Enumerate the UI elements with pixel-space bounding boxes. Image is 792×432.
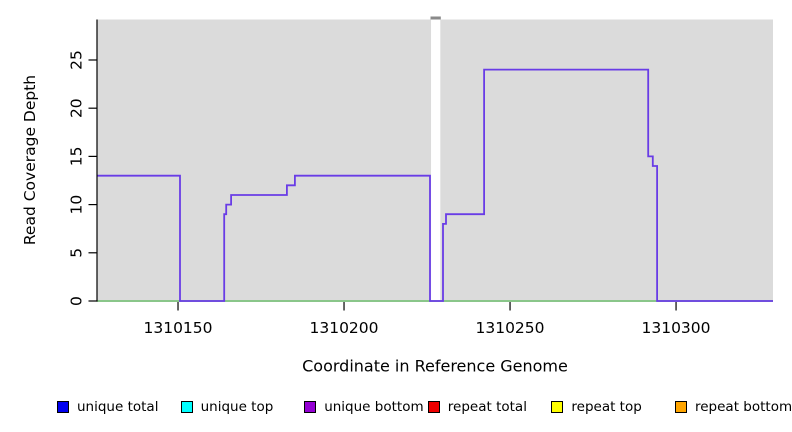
x-tick-label: 1310200 [309,319,378,337]
y-tick-label: 10 [68,195,86,215]
legend-swatch-icon [180,401,193,413]
coverage-step-line [97,68,773,302]
legend-item: repeat bottom [675,400,792,414]
legend-label: unique bottom [324,399,424,415]
y-tick-label: 0 [68,296,86,306]
legend-swatch-icon [675,401,687,413]
y-tick-label: 15 [68,147,86,167]
x-tick-label: 1310300 [641,319,710,337]
legend-swatch-icon [57,401,69,413]
legend-label: repeat top [571,399,642,415]
y-tick-label: 5 [68,248,86,258]
legend-swatch-icon [551,401,564,413]
y-axis-title: Read Coverage Depth [21,74,39,246]
legend-swatch-icon [427,401,440,413]
legend-item: repeat top [551,399,642,415]
coverage-gap-region [431,19,441,301]
y-tick-label: 20 [68,98,86,118]
legend-item: unique bottom [304,399,424,415]
legend-item: repeat total [427,399,527,415]
gap-top-mark [430,16,441,20]
x-tick-label: 1310150 [143,319,212,337]
legend-label: unique top [200,399,274,415]
legend-label: unique total [77,399,159,415]
y-tick-label: 25 [68,50,86,70]
legend-item: unique total [57,400,158,414]
legend-item: unique top [180,399,274,415]
legend: unique total unique top unique bottom repea… [0,400,792,418]
legend-swatch-icon [304,401,317,413]
legend-label: repeat total [447,399,527,415]
legend-label: repeat bottom [695,399,792,415]
x-axis-title: Coordinate in Reference Genome [302,356,568,376]
x-tick-label: 1310250 [475,319,544,337]
